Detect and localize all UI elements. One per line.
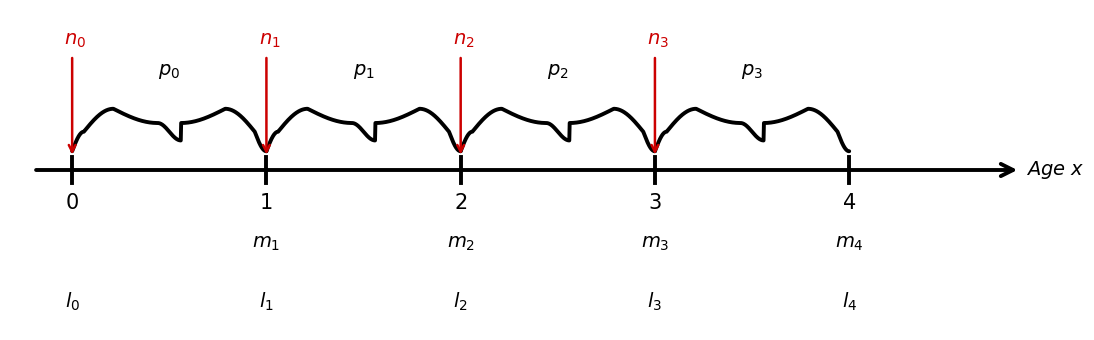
Text: Age $x$: Age $x$	[1026, 159, 1084, 181]
Text: 1: 1	[259, 193, 274, 213]
Text: $n_{0}$: $n_{0}$	[65, 31, 86, 50]
Text: 0: 0	[66, 193, 79, 213]
Text: $l_{3}$: $l_{3}$	[648, 291, 663, 313]
Text: 3: 3	[649, 193, 662, 213]
Text: $p_{1}$: $p_{1}$	[352, 62, 374, 81]
Text: $l_{4}$: $l_{4}$	[841, 291, 857, 313]
Text: $m_{3}$: $m_{3}$	[641, 234, 670, 253]
Text: $l_{0}$: $l_{0}$	[65, 291, 80, 313]
Text: $p_{0}$: $p_{0}$	[159, 62, 181, 81]
Text: 2: 2	[454, 193, 467, 213]
Text: $n_{2}$: $n_{2}$	[453, 31, 475, 50]
Text: 4: 4	[842, 193, 856, 213]
Text: $m_{1}$: $m_{1}$	[253, 234, 280, 253]
Text: $m_{4}$: $m_{4}$	[835, 234, 863, 253]
Text: $m_{2}$: $m_{2}$	[446, 234, 475, 253]
Text: $p_{2}$: $p_{2}$	[547, 62, 569, 81]
Text: $n_{1}$: $n_{1}$	[258, 31, 280, 50]
Text: $l_{2}$: $l_{2}$	[453, 291, 468, 313]
Text: $l_{1}$: $l_{1}$	[259, 291, 274, 313]
Text: $n_{3}$: $n_{3}$	[648, 31, 670, 50]
Text: $p_{3}$: $p_{3}$	[741, 62, 763, 81]
